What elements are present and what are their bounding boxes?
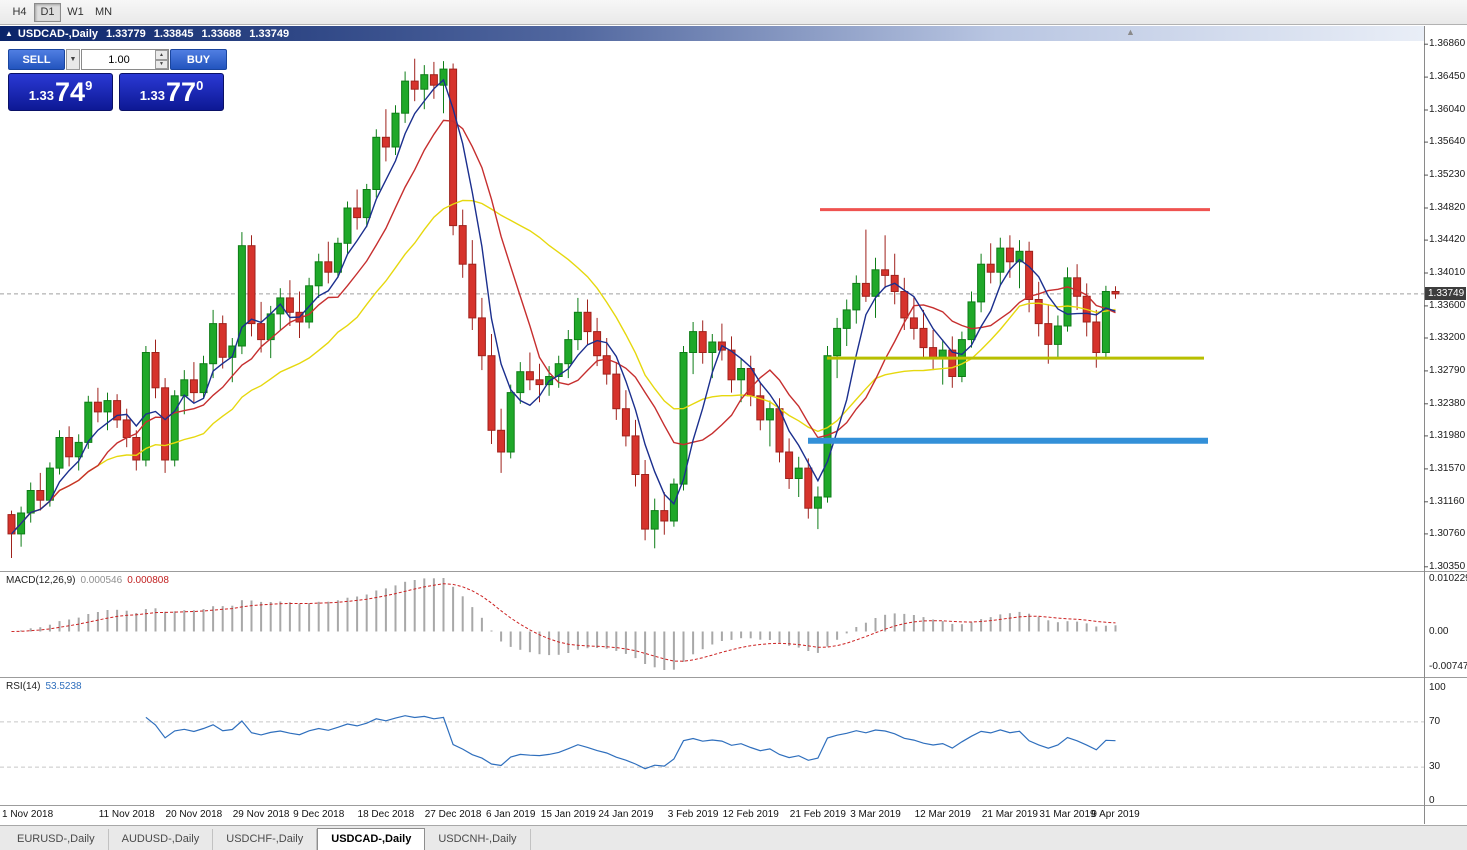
rsi-axis-30: 30 xyxy=(1429,761,1441,772)
sell-price-display: 1.33 74 9 xyxy=(8,73,113,111)
rsi-value: 53.5238 xyxy=(45,681,82,692)
timeframe-toolbar: H4 D1 W1 MN xyxy=(0,0,1467,25)
macd-axis-zero: 0.00 xyxy=(1429,625,1449,637)
price-axis-label: 1.34820 xyxy=(1429,202,1466,213)
buy-price-point: 0 xyxy=(196,78,204,93)
chart-tab-usdchf[interactable]: USDCHF-,Daily xyxy=(213,829,318,850)
volume-dropdown-icon[interactable]: ▼ xyxy=(66,49,80,70)
sell-price-point: 9 xyxy=(85,78,93,93)
sell-price-pips: 74 xyxy=(55,76,86,107)
price-axis-label: 1.31980 xyxy=(1429,429,1466,441)
chart-tab-bar: EURUSD-,Daily AUDUSD-,Daily USDCHF-,Daily U… xyxy=(0,825,1467,850)
price-axis-label: 1.34420 xyxy=(1429,234,1466,246)
time-axis-label: 18 Dec 2018 xyxy=(357,809,415,820)
caption-close: 1.33749 xyxy=(249,27,290,40)
timeframe-button-mn[interactable]: MN xyxy=(90,3,117,22)
sell-button[interactable]: SELL xyxy=(8,49,65,70)
chart-tab-audusd[interactable]: AUDUSD-,Daily xyxy=(109,829,214,850)
time-axis-label: 9 Apr 2019 xyxy=(1091,809,1140,820)
macd-main-value: 0.000546 xyxy=(80,575,123,586)
caption-collapse-icon[interactable]: ▲ xyxy=(5,29,13,38)
sell-price-prefix: 1.33 xyxy=(28,88,55,103)
volume-spin-down-icon[interactable]: ▼ xyxy=(155,59,168,69)
timeframe-button-h4[interactable]: H4 xyxy=(6,3,33,22)
time-axis-label: 21 Mar 2019 xyxy=(981,809,1038,820)
timeframe-button-d1[interactable]: D1 xyxy=(34,2,61,22)
macd-indicator-label: MACD(12,26,9) 0.000546 0.000808 xyxy=(6,575,169,586)
chart-window-caption: ▲ USDCAD-,Daily 1.33779 1.33845 1.33688 … xyxy=(0,26,1424,41)
price-axis-label: 1.35230 xyxy=(1429,169,1466,181)
price-axis-label: 1.33200 xyxy=(1429,332,1466,343)
volume-spinner: ▲ ▼ xyxy=(155,50,168,69)
caption-low: 1.33688 xyxy=(201,27,242,40)
time-axis-label: 12 Mar 2019 xyxy=(914,809,971,820)
price-axis-label: 1.31160 xyxy=(1429,495,1465,507)
time-axis-label: 15 Jan 2019 xyxy=(540,809,596,820)
volume-input[interactable] xyxy=(81,49,169,70)
time-axis-label: 21 Feb 2019 xyxy=(789,809,846,820)
price-axis-label: 1.34010 xyxy=(1429,267,1466,278)
price-axis-label: 1.35640 xyxy=(1429,136,1466,148)
volume-field: ▲ ▼ xyxy=(81,49,169,70)
buy-price-pips: 77 xyxy=(166,76,197,107)
time-axis-label: 9 Dec 2018 xyxy=(293,809,345,820)
price-axis-label: 1.36040 xyxy=(1429,104,1466,115)
time-axis-label: 1 Nov 2018 xyxy=(2,809,54,820)
time-axis-label: 31 Mar 2019 xyxy=(1039,809,1096,820)
time-axis-label: 6 Jan 2019 xyxy=(485,809,536,820)
rsi-axis-70: 70 xyxy=(1429,716,1441,727)
time-axis-label: 29 Nov 2018 xyxy=(232,809,290,820)
macd-signal-value: 0.000808 xyxy=(127,575,169,586)
current-price-tag: 1.33749 xyxy=(1425,287,1466,301)
buy-price-prefix: 1.33 xyxy=(139,88,166,103)
price-axis-label: 1.30760 xyxy=(1429,527,1466,539)
chart-tab-eurusd[interactable]: EURUSD-,Daily xyxy=(4,829,109,850)
chart-tab-usdcnh[interactable]: USDCNH-,Daily xyxy=(425,829,531,850)
time-axis-label: 20 Nov 2018 xyxy=(165,809,223,820)
price-axis-label: 1.30350 xyxy=(1429,560,1466,572)
price-axis-label: 1.33600 xyxy=(1429,299,1466,311)
price-axis-label: 1.36860 xyxy=(1429,38,1466,50)
price-axis-label: 1.36450 xyxy=(1429,71,1466,83)
caption-symbol: USDCAD-,Daily xyxy=(17,27,98,40)
timeframe-button-w1[interactable]: W1 xyxy=(62,3,89,22)
chart-tab-usdcad[interactable]: USDCAD-,Daily xyxy=(317,828,426,850)
chart-shift-marker-icon[interactable]: ▲ xyxy=(1126,27,1135,37)
price-axis-label: 1.32790 xyxy=(1429,364,1466,376)
rsi-indicator-label: RSI(14) 53.5238 xyxy=(6,681,82,692)
price-axis-label: 1.31570 xyxy=(1429,462,1466,474)
time-axis-label: 11 Nov 2018 xyxy=(98,809,155,820)
macd-axis-max: 0.010229 xyxy=(1429,573,1467,584)
timeframe-buttons: H4 D1 W1 MN xyxy=(6,2,118,22)
buy-button[interactable]: BUY xyxy=(170,49,227,70)
caption-open: 1.33779 xyxy=(106,27,146,40)
rsi-name: RSI(14) xyxy=(6,681,41,692)
time-axis-label: 3 Mar 2019 xyxy=(850,809,901,820)
rsi-axis-0: 0 xyxy=(1429,795,1435,806)
macd-name: MACD(12,26,9) xyxy=(6,575,76,586)
chart-tabs: EURUSD-,Daily AUDUSD-,Daily USDCHF-,Daily U… xyxy=(4,828,531,850)
price-axis-label: 1.32380 xyxy=(1429,397,1466,409)
rsi-axis-100: 100 xyxy=(1429,682,1446,693)
caption-high: 1.33845 xyxy=(153,27,194,40)
time-axis-label: 24 Jan 2019 xyxy=(598,809,654,820)
time-axis-label: 27 Dec 2018 xyxy=(424,809,482,820)
buy-price-display: 1.33 77 0 xyxy=(119,73,224,111)
volume-spin-up-icon[interactable]: ▲ xyxy=(155,50,168,60)
time-axis-label: 12 Feb 2019 xyxy=(722,809,779,820)
macd-axis-min: -0.007477 xyxy=(1429,661,1467,672)
one-click-trading-panel: SELL ▼ ▲ ▼ BUY 1.33 74 9 1.33 77 0 xyxy=(8,49,227,111)
time-axis-label: 3 Feb 2019 xyxy=(667,809,719,820)
